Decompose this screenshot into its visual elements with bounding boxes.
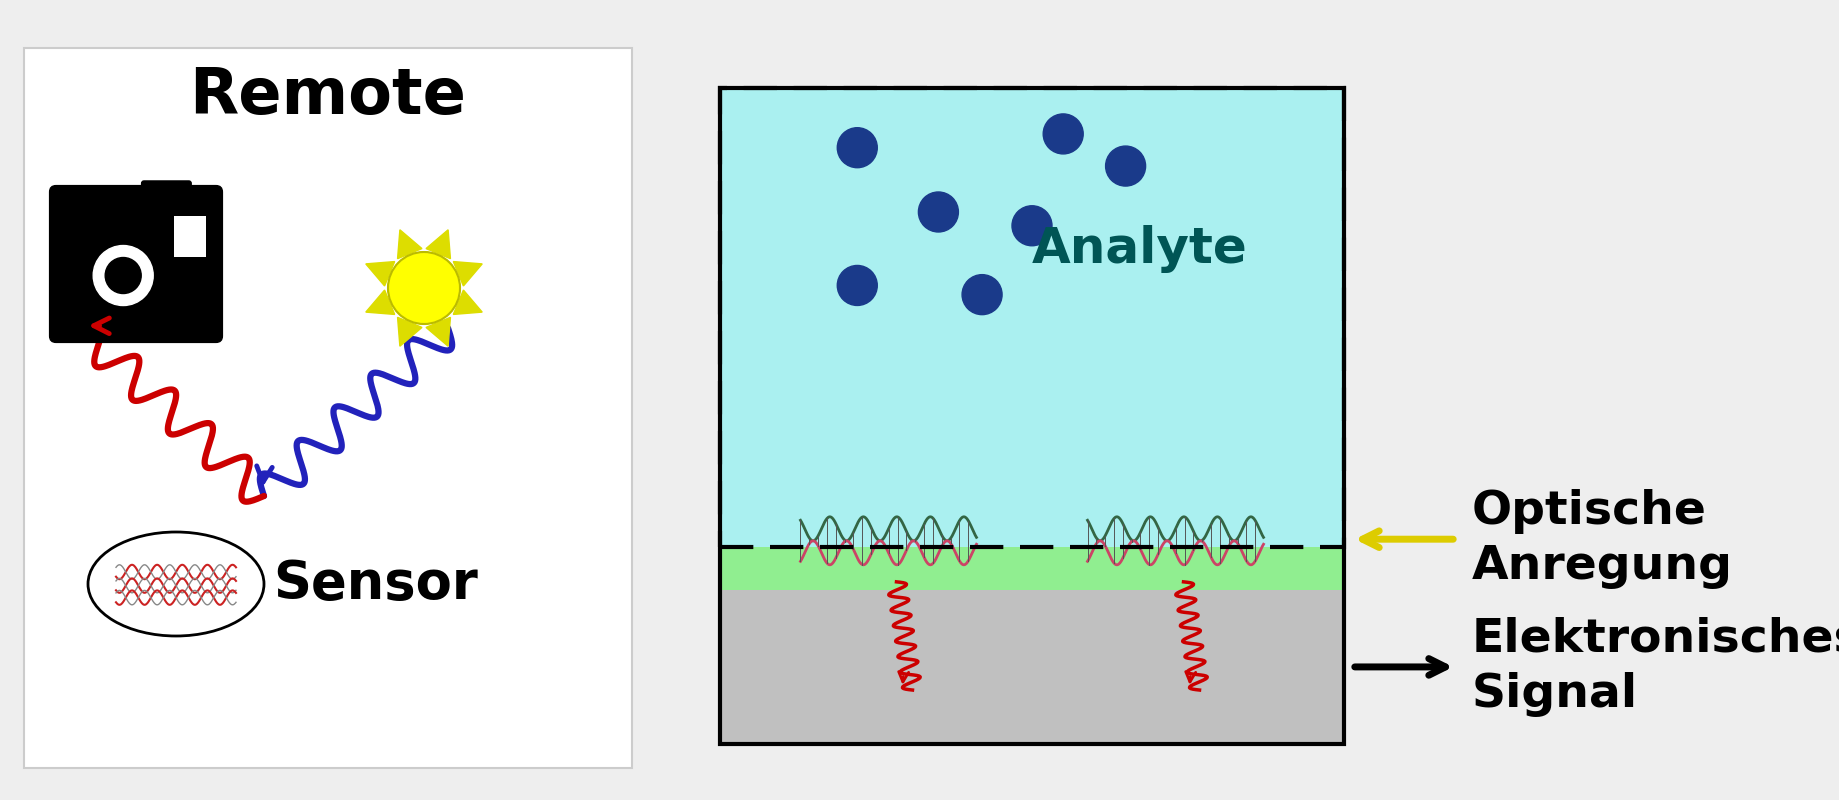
Text: Optische
Anregung: Optische Anregung (1471, 489, 1732, 590)
Polygon shape (427, 230, 451, 258)
Polygon shape (397, 230, 421, 258)
Polygon shape (366, 290, 395, 314)
Circle shape (962, 274, 1002, 314)
FancyBboxPatch shape (719, 590, 1342, 744)
Circle shape (83, 235, 164, 315)
Polygon shape (397, 318, 421, 346)
FancyBboxPatch shape (719, 547, 1342, 590)
Ellipse shape (88, 532, 263, 636)
Text: Analyte: Analyte (1032, 225, 1247, 273)
Circle shape (105, 258, 142, 294)
Polygon shape (366, 262, 395, 286)
FancyBboxPatch shape (175, 217, 206, 257)
Circle shape (918, 192, 958, 232)
FancyBboxPatch shape (24, 48, 631, 768)
Polygon shape (452, 262, 482, 286)
Circle shape (388, 252, 460, 324)
Text: Remote: Remote (189, 65, 467, 127)
Circle shape (1043, 114, 1083, 154)
Circle shape (1011, 206, 1052, 246)
Polygon shape (427, 318, 451, 346)
Circle shape (837, 266, 877, 306)
Circle shape (1105, 146, 1146, 186)
Text: Elektronisches
Signal: Elektronisches Signal (1471, 617, 1839, 717)
Polygon shape (452, 290, 482, 314)
Circle shape (837, 128, 877, 168)
FancyBboxPatch shape (719, 88, 1342, 547)
FancyBboxPatch shape (50, 186, 223, 342)
Text: Sensor: Sensor (272, 558, 478, 610)
FancyBboxPatch shape (142, 181, 191, 226)
Circle shape (94, 246, 153, 306)
